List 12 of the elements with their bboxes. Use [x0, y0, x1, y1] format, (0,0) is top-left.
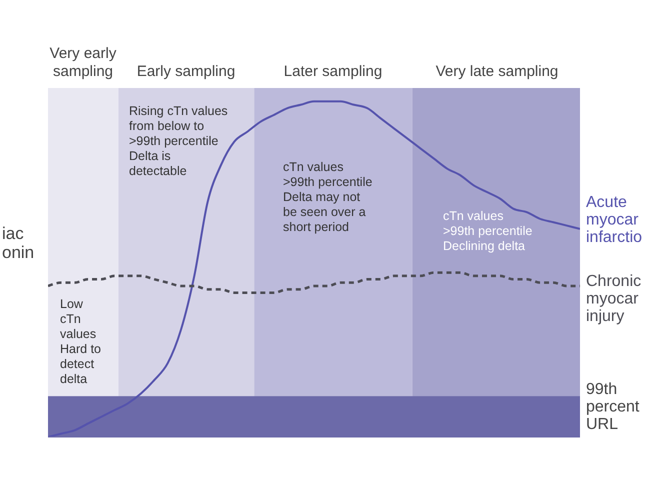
text: Later sampling	[284, 63, 382, 80]
annotation: cTn values >99th percentile Declining delta	[443, 209, 532, 253]
annotation: Low cTn values Hard to detect delta	[60, 297, 102, 386]
y-axis-title: iac onin	[2, 224, 34, 262]
text: Very late sampling	[436, 63, 558, 80]
text: Early sampling	[136, 63, 236, 80]
series-label: Acute myocar infarctio	[586, 194, 642, 246]
series-label: Chronic myocar injury	[586, 272, 642, 325]
annotation: cTn values >99th percentile Delta may not be seen over a short period	[283, 160, 372, 234]
text: 99th percent URL	[586, 381, 640, 433]
annotation: Rising cTn values from below to >99th percentile Delta is detectable	[129, 104, 228, 178]
text: Very early sampling	[50, 45, 117, 80]
